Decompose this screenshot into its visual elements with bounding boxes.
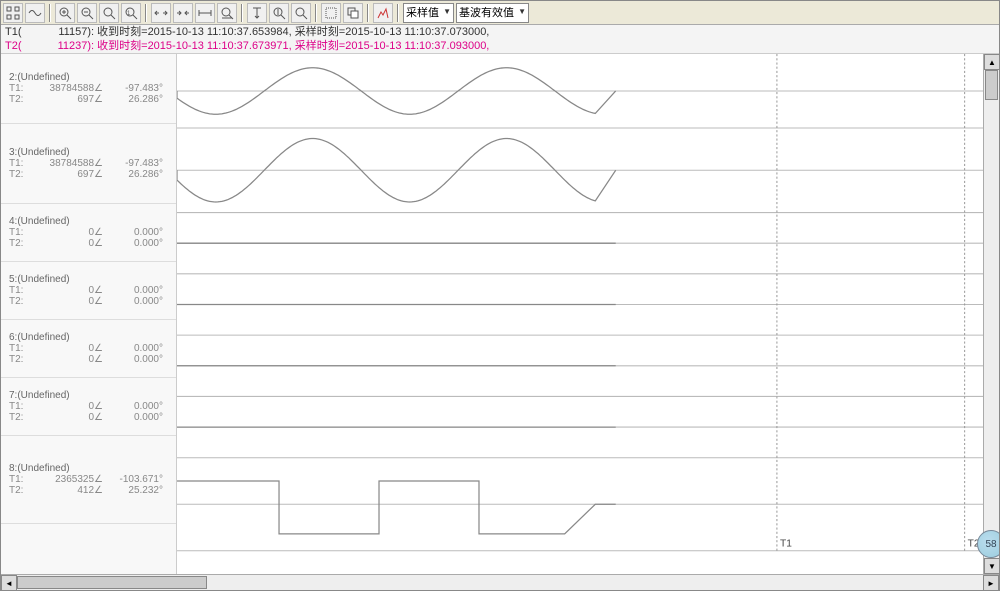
channel-name: 8:(Undefined) [9,463,172,474]
channel-name: 4:(Undefined) [9,216,172,227]
channel-block-3[interactable]: 3:(Undefined)T1:38784588∠-97.483°T2:697∠… [1,124,176,204]
t1-label: T1( [5,25,29,39]
horizontal-scrollbar[interactable]: ◄ ► [1,574,999,590]
channel-name: 7:(Undefined) [9,390,172,401]
t1-index: 11157): [32,25,94,39]
select-window-icon[interactable] [321,3,341,23]
t1-recv: 2015-10-13 11:10:37.653984, [148,26,292,38]
toolbar-separator [241,4,243,22]
channel-block-4[interactable]: 4:(Undefined)T1:0∠0.000°T2:0∠0.000° [1,204,176,262]
channel-block-6[interactable]: 6:(Undefined)T1:0∠0.000°T2:0∠0.000° [1,320,176,378]
toolbar-separator [367,4,369,22]
zoom-out-icon[interactable] [77,3,97,23]
zoom-fit-icon[interactable] [99,3,119,23]
expand-v-icon[interactable] [291,3,311,23]
hzoom-region-icon[interactable] [217,3,237,23]
toolbar-separator [315,4,317,22]
scroll-up-arrow[interactable]: ▲ [984,54,999,70]
channel-block-5[interactable]: 5:(Undefined)T1:0∠0.000°T2:0∠0.000° [1,262,176,320]
waveform-svg: T1T2 [177,54,983,574]
channel-block-2[interactable]: 2:(Undefined)T1:38784588∠-97.483°T2:697∠… [1,54,176,124]
t1-samp-label: 采样时刻= [295,26,345,38]
scroll-right-arrow[interactable]: ► [983,575,999,591]
zoom-in-icon[interactable] [55,3,75,23]
corner-badge: 58 [977,530,999,558]
t2-index: 11237): [32,39,94,53]
cursor-info-bar: T1( 11157): 收到时刻=2015-10-13 11:10:37.653… [1,25,999,54]
channel-block-8[interactable]: 8:(Undefined)T1:2365325∠-103.671°T2:412∠… [1,436,176,524]
scroll-left-arrow[interactable]: ◄ [1,575,17,591]
svg-text:T1: T1 [780,538,792,549]
channel-name: 2:(Undefined) [9,72,172,83]
scroll-h-thumb[interactable] [17,576,207,589]
channel-name: 5:(Undefined) [9,274,172,285]
vertical-scrollbar[interactable]: ▲ ▼ [983,54,999,574]
waveform-area[interactable]: T1T2 [177,54,983,574]
t2-recv-label: 收到时刻= [97,40,147,52]
t2-samp-label: 采样时刻= [295,40,345,52]
channel-labels-panel: 2:(Undefined)T1:38784588∠-97.483°T2:697∠… [1,54,177,574]
toolbar: 1 采样值 基波有效值 [1,1,999,25]
analysis-icon[interactable] [373,3,393,23]
sample-value-select[interactable]: 采样值 [403,3,454,23]
app-window: 1 采样值 基波有效值 T1( 11157): 收到时刻=2015-10-13 … [0,0,1000,591]
rms-select[interactable]: 基波有效值 [456,3,529,23]
copy-icon[interactable] [343,3,363,23]
scroll-v-thumb[interactable] [985,70,998,100]
channel-name: 6:(Undefined) [9,332,172,343]
t1-samp: 2015-10-13 11:10:37.073000, [345,26,489,38]
zoom-reset-icon[interactable]: 1 [121,3,141,23]
hzoom-out-icon[interactable] [173,3,193,23]
scroll-h-track[interactable] [17,575,983,590]
chart-area: 2:(Undefined)T1:38784588∠-97.483°T2:697∠… [1,54,999,574]
t1-recv-label: 收到时刻= [97,26,147,38]
scroll-down-arrow[interactable]: ▼ [984,558,999,574]
tool-wave-icon[interactable] [25,3,45,23]
cursor-t-icon[interactable] [247,3,267,23]
channel-block-7[interactable]: 7:(Undefined)T1:0∠0.000°T2:0∠0.000° [1,378,176,436]
t2-label: T2( [5,39,29,53]
compress-v-icon[interactable] [269,3,289,23]
hzoom-in-icon[interactable] [151,3,171,23]
toolbar-separator [145,4,147,22]
tool-grid-icon[interactable] [3,3,23,23]
toolbar-separator [49,4,51,22]
t2-samp: 2015-10-13 11:10:37.093000, [345,40,489,52]
channel-name: 3:(Undefined) [9,147,172,158]
scroll-v-track[interactable] [984,70,999,558]
t2-recv: 2015-10-13 11:10:37.673971, [148,40,292,52]
hfit-icon[interactable] [195,3,215,23]
toolbar-separator [397,4,399,22]
